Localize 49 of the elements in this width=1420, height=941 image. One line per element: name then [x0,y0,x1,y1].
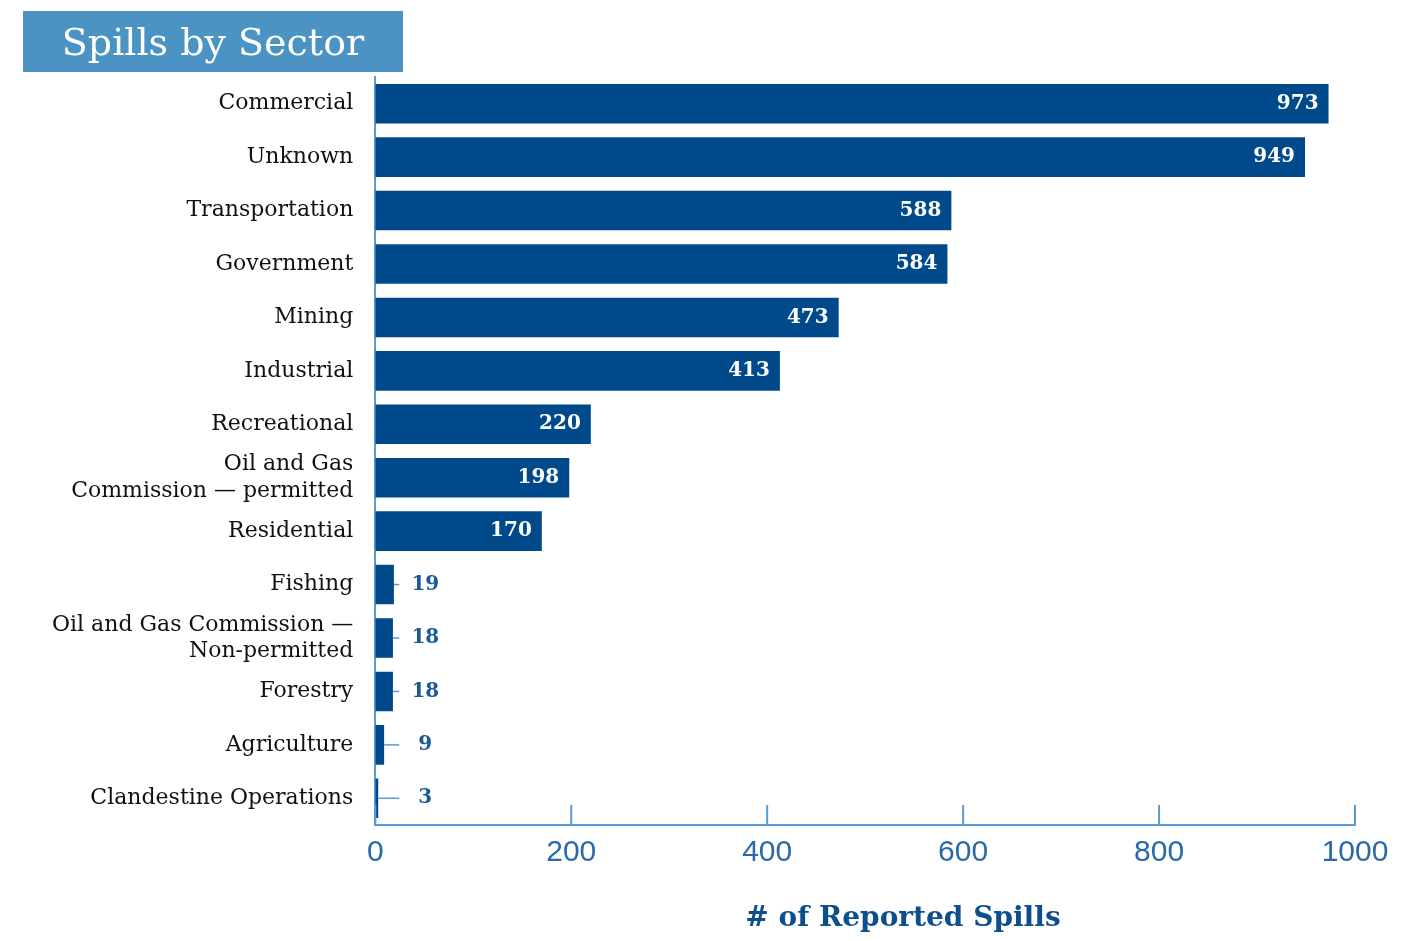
y-tick-label: Recreational [211,410,354,435]
y-tick-label: Fishing [270,570,354,596]
x-tick-label: 400 [742,834,793,868]
y-tick-label: Agriculture [224,730,354,756]
data-label: 19 [411,570,440,595]
y-tick-label: Oil and Gas Commission — Non-permitted [52,610,354,662]
data-label: 170 [490,517,532,542]
bar [375,671,393,712]
data-label: 949 [1253,143,1296,168]
bar [375,511,542,551]
y-tick-label: Mining [274,303,354,329]
bar [375,351,780,391]
x-tick-label: 0 [366,834,384,868]
y-tick-label: Residential [228,516,354,542]
bar [375,564,394,605]
bar [375,244,948,284]
bar [375,297,839,338]
data-label: 198 [517,463,560,488]
bar [375,83,1329,124]
x-tick-label: 800 [1134,834,1185,868]
bar [375,404,591,445]
data-label: 473 [786,303,829,328]
y-tick-label: Commercial [218,89,354,115]
y-tick-label: Industrial [244,356,354,382]
data-label: 588 [899,196,942,221]
x-tick-label: 1000 [1321,834,1389,868]
x-tick-label: 600 [938,834,989,868]
x-axis-title: # of Reported Spills [744,900,1062,933]
data-label: 3 [418,784,433,809]
data-label: 413 [728,357,770,382]
bar [375,618,393,658]
y-tick-label: Government [215,249,354,275]
data-label: 18 [411,677,440,702]
y-tick-label: Forestry [259,677,354,703]
bar [375,457,570,498]
bar [375,725,385,765]
data-label: 220 [539,410,581,435]
y-tick-label: Oil and Gas Commission — permitted [71,450,354,502]
y-tick-label: Transportation [186,196,354,222]
bar [375,137,1306,177]
chart-title: Spills by Sector [23,11,403,72]
y-tick-label: Clandestine Operations [90,784,354,809]
bar [375,190,952,231]
y-tick-label: Unknown [246,142,354,168]
data-label: 584 [895,250,938,275]
data-label: 9 [418,731,433,756]
data-label: 18 [411,624,440,649]
x-tick-label: 200 [546,834,597,868]
data-label: 973 [1276,89,1319,114]
